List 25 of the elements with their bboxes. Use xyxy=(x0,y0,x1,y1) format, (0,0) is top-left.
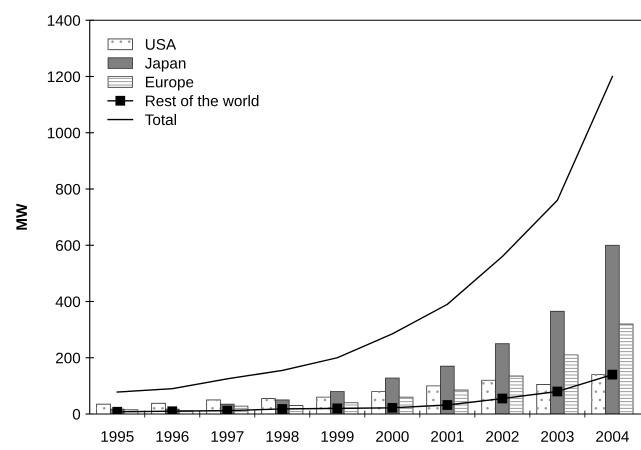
x-tick-label: 1998 xyxy=(266,431,299,442)
x-tick-label: 1999 xyxy=(321,431,354,442)
x-tick-label: 1997 xyxy=(211,431,244,442)
y-axis-title: MW xyxy=(16,204,27,230)
y-tick-label: 400 xyxy=(56,296,80,308)
x-tick-label: 2002 xyxy=(486,431,519,442)
x-tick-label: 2003 xyxy=(541,431,574,442)
x-tick-label: 1996 xyxy=(156,431,189,442)
x-tick-label: 2001 xyxy=(431,431,464,442)
legend-label: USA xyxy=(146,38,176,50)
x-tick-label: 2004 xyxy=(596,431,629,442)
y-tick-label: 0 xyxy=(72,408,80,420)
y-tick-label: 1200 xyxy=(48,71,80,82)
y-tick-label: 200 xyxy=(56,352,80,364)
y-tick-label: 1400 xyxy=(48,15,80,26)
x-tick-label: 1995 xyxy=(101,431,134,442)
y-tick-label: 1000 xyxy=(48,128,80,138)
y-tick-label: 800 xyxy=(56,184,80,195)
y-tick-label: 600 xyxy=(56,240,80,251)
line-series xyxy=(116,76,614,393)
x-tick-label: 2000 xyxy=(376,431,409,442)
legend-label: Europe xyxy=(146,76,194,90)
legend-label: Japan xyxy=(144,58,186,72)
legend-label: Total xyxy=(145,114,176,126)
legend-label: Rest of the world xyxy=(146,95,258,106)
